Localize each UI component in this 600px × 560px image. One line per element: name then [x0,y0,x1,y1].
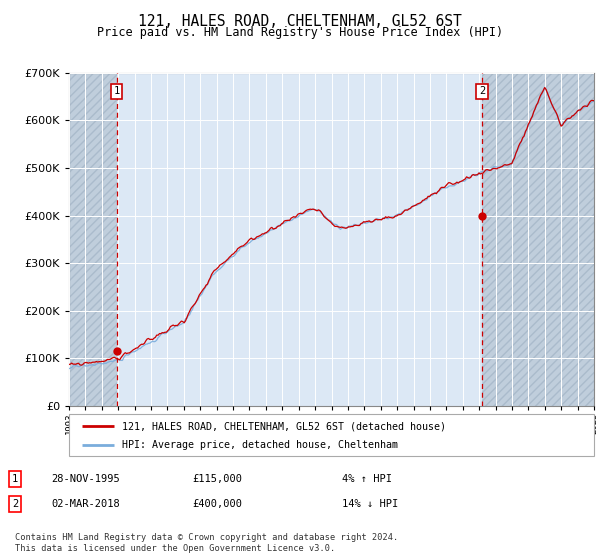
Text: 2: 2 [479,86,485,96]
Text: HPI: Average price, detached house, Cheltenham: HPI: Average price, detached house, Chel… [121,440,398,450]
Text: Price paid vs. HM Land Registry's House Price Index (HPI): Price paid vs. HM Land Registry's House … [97,26,503,39]
Text: 121, HALES ROAD, CHELTENHAM, GL52 6ST (detached house): 121, HALES ROAD, CHELTENHAM, GL52 6ST (d… [121,421,445,431]
Bar [69,73,117,406]
Bar [482,73,594,406]
Text: 28-NOV-1995: 28-NOV-1995 [51,474,120,484]
Text: 4% ↑ HPI: 4% ↑ HPI [342,474,392,484]
Text: 1: 1 [113,86,120,96]
Text: 1: 1 [12,474,18,484]
Text: £400,000: £400,000 [192,499,242,509]
Text: 121, HALES ROAD, CHELTENHAM, GL52 6ST: 121, HALES ROAD, CHELTENHAM, GL52 6ST [138,14,462,29]
FancyBboxPatch shape [69,414,594,456]
Text: 14% ↓ HPI: 14% ↓ HPI [342,499,398,509]
Text: Contains HM Land Registry data © Crown copyright and database right 2024.
This d: Contains HM Land Registry data © Crown c… [15,533,398,553]
Text: 2: 2 [12,499,18,509]
Text: £115,000: £115,000 [192,474,242,484]
Text: 02-MAR-2018: 02-MAR-2018 [51,499,120,509]
